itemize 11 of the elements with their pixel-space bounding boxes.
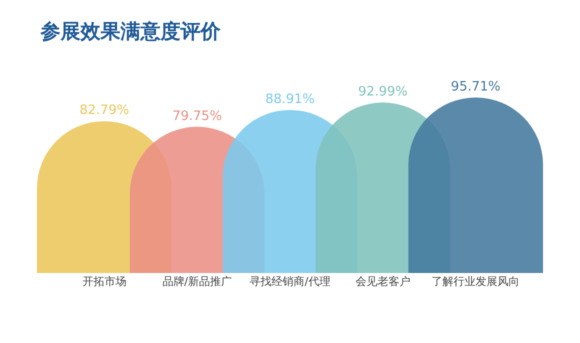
- x-tick-label: 开拓市场: [82, 275, 126, 288]
- chart-title: 参展效果满意度评价: [40, 19, 222, 44]
- x-tick-label: 寻找经销商/代理: [250, 275, 330, 288]
- data-label: 88.91%: [265, 92, 315, 108]
- data-label: 95.71%: [450, 80, 501, 95]
- x-tick-label: 品牌/新品推广: [162, 275, 232, 288]
- x-tick-label: 了解行业发展风向: [432, 275, 520, 288]
- data-label: 82.79%: [79, 103, 130, 118]
- data-label: 79.75%: [172, 108, 222, 124]
- data-label: 92.99%: [358, 84, 408, 100]
- x-tick-label: 会见老客户: [355, 275, 410, 288]
